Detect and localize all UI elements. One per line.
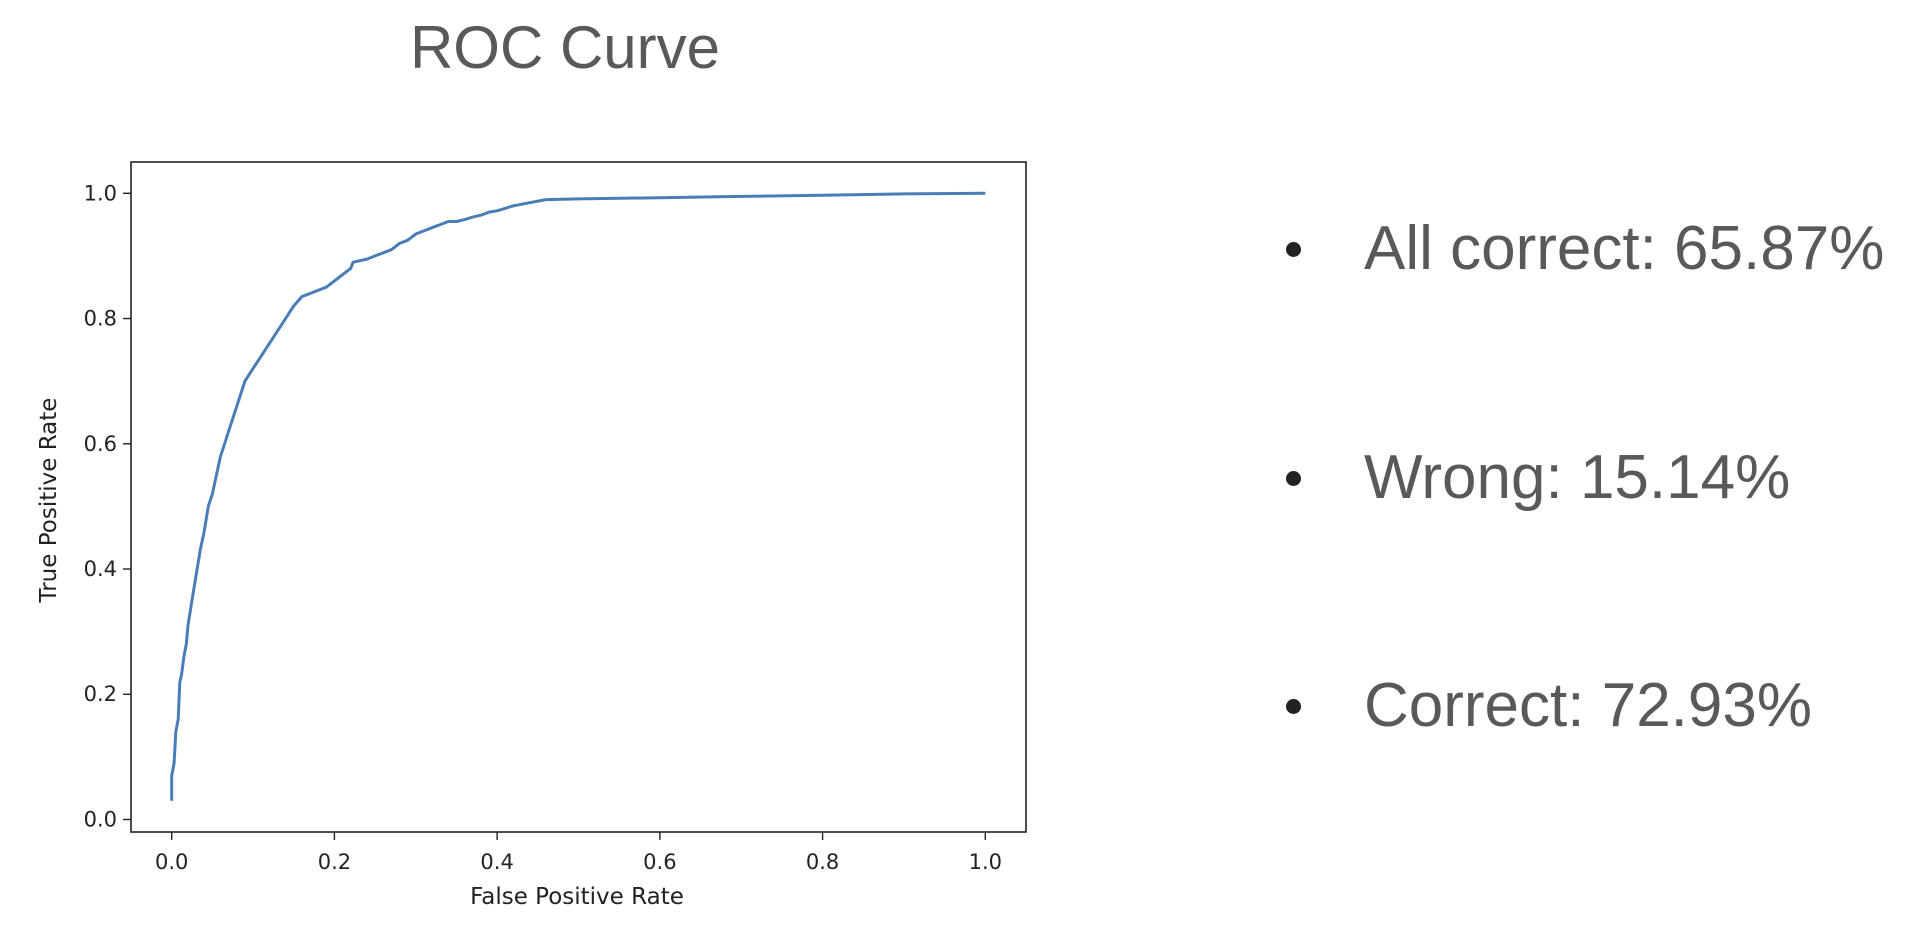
stat-wrong: Wrong: 15.14% <box>1270 438 1910 518</box>
x-axis-label: False Positive Rate <box>470 884 684 910</box>
x-tick-label: 1.0 <box>969 850 1002 874</box>
stat-correct-text: Correct: 72.93% <box>1364 671 1812 740</box>
bullet-icon <box>1286 241 1301 257</box>
stat-correct: Correct: 72.93% <box>1270 666 1910 746</box>
stats-list: All correct: 65.87% Wrong: 15.14% Correc… <box>1270 0 1910 926</box>
stat-all-correct-text: All correct: 65.87% <box>1364 214 1885 283</box>
roc-curve-line <box>170 191 986 801</box>
slide-title: ROC Curve <box>409 14 721 81</box>
y-tick-label: 0.6 <box>84 432 117 456</box>
x-tick-label: 0.0 <box>155 850 188 874</box>
stat-all-correct: All correct: 65.87% <box>1270 209 1910 289</box>
chart-axes <box>130 161 1027 833</box>
y-tick-label: 1.0 <box>84 181 117 205</box>
stat-wrong-text: Wrong: 15.14% <box>1364 443 1791 512</box>
x-tick-label: 0.4 <box>480 850 513 874</box>
x-tick-label: 0.8 <box>806 850 839 874</box>
y-tick-label: 0.0 <box>84 807 117 831</box>
bullet-icon <box>1286 470 1301 486</box>
chart-series <box>170 191 986 801</box>
bullet-icon <box>1286 698 1301 714</box>
x-tick-label: 0.6 <box>643 850 676 874</box>
x-tick-label: 0.2 <box>318 850 351 874</box>
y-tick-label: 0.4 <box>84 557 117 581</box>
y-axis-label: True Positive Rate <box>36 398 62 604</box>
roc-chart: 0.0 0.2 0.4 0.6 0.8 1.0 0.0 0.2 0.4 0.6 0.8 1.0 Fal… <box>36 161 1027 910</box>
y-tick-label: 0.2 <box>84 682 117 706</box>
plot-frame <box>130 161 1027 833</box>
y-tick-label: 0.8 <box>84 307 117 331</box>
chart-ticks: 0.0 0.2 0.4 0.6 0.8 1.0 0.0 0.2 0.4 0.6 0.8 1.0 <box>84 181 1002 874</box>
